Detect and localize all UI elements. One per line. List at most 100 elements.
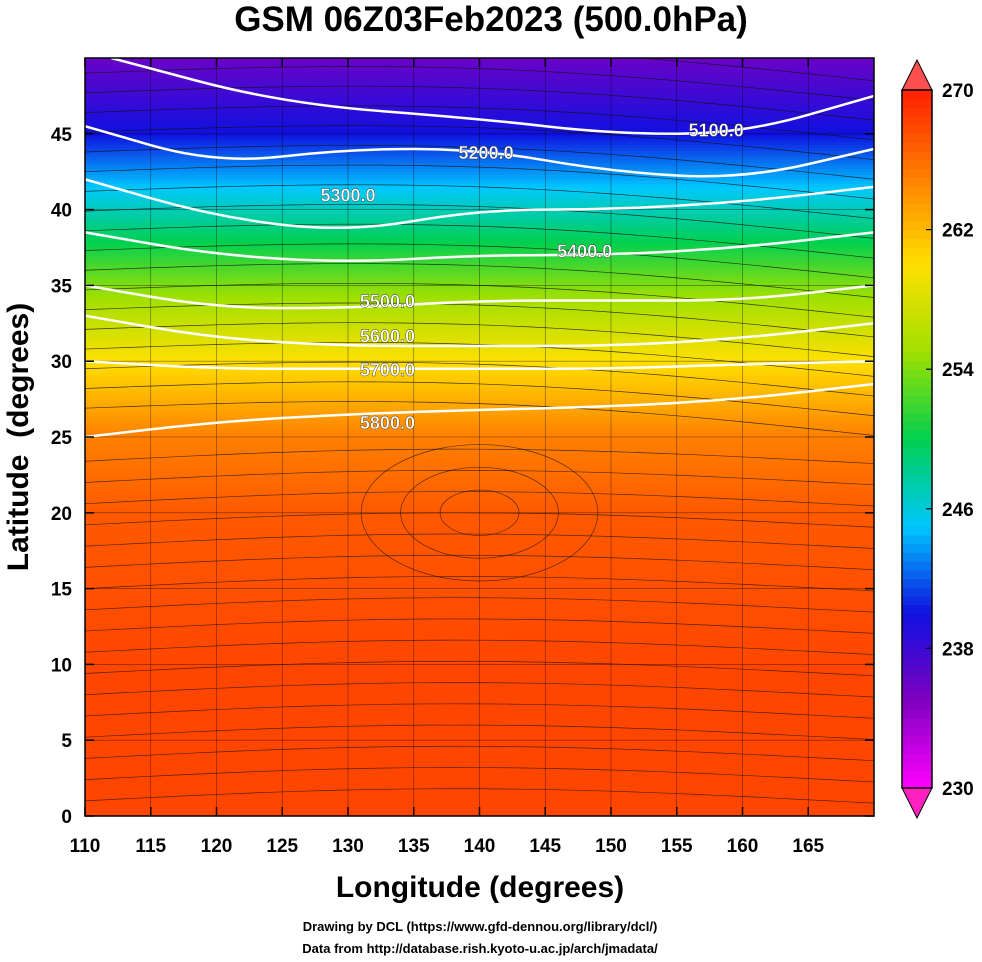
colorbar-segment [902,290,932,300]
contour-label: 5700.0 [360,360,415,380]
colorbar-segment [902,90,932,100]
colorbar-segment [902,360,932,370]
colorbar-segment [902,194,932,204]
colorbar-segment [902,604,932,614]
colorbar-segment [902,526,932,536]
colorbar-segment [902,491,932,501]
y-tick-label: 40 [51,201,72,222]
colorbar-extend-max [901,58,933,91]
x-tick-label: 140 [464,836,496,857]
chart-title: GSM 06Z03Feb2023 (500.0hPa) [234,0,748,39]
streamline-gyre [439,489,520,536]
streamline [85,512,874,528]
x-axis-label: Longitude (degrees) [336,871,624,904]
contour-line [85,178,874,230]
colorbar-segment [902,674,932,684]
colorbar-segment [902,534,932,545]
y-tick-label: 0 [61,807,72,828]
colorbar-segment [902,552,932,562]
colorbar-tick-label: 262 [942,221,974,242]
contour-label: 5600.0 [360,326,415,346]
x-tick-label: 155 [661,836,693,857]
streamline [85,282,874,318]
streamline-gyre [400,466,559,559]
contour-line [85,314,874,348]
colorbar-tick-label: 238 [942,639,974,660]
colorbar-segment [902,508,932,519]
contour-label: 5200.0 [459,143,514,163]
colorbar-segment [902,735,932,745]
credit-data: Data from http://database.rish.kyoto-u.a… [302,941,658,956]
colorbar-segment [902,517,932,527]
streamline [85,745,874,762]
streamline [85,263,874,298]
colorbar-segment [902,203,932,213]
y-tick-label: 15 [51,580,73,601]
x-tick-label: 135 [398,836,430,857]
colorbar-segment [902,718,932,728]
colorbar-extend-min [901,787,933,820]
y-axis-label: Latitude (degrees) [2,303,35,571]
streamline [85,322,874,358]
colorbar-segment [902,281,932,292]
colorbar-segment [902,185,932,196]
colorbar-segment [902,482,932,492]
colorbar-segment [902,430,932,440]
colorbar-segment [902,622,932,632]
colorbar-segment [902,779,932,789]
colorbar-segment [902,761,932,772]
streamline [85,618,874,634]
streamline [85,661,874,677]
colorbar-segment [902,543,932,553]
streamline [85,223,874,259]
streamline [85,724,874,740]
colorbar-segment [902,308,932,318]
streamline [85,361,874,397]
colorbar-segment [902,247,932,257]
colorbar-segment [902,98,932,108]
colorbar-segment [902,229,932,239]
y-tick-label: 35 [51,276,73,297]
colorbar-segment [902,569,932,580]
colorbar-segment [902,744,932,754]
colorbar-segment [902,238,932,248]
streamline [85,125,874,160]
axes: 110 115 120 125 130 135 140 145 150 155 160 1650510… [51,58,874,857]
contour-label: 5500.0 [360,292,415,312]
colorbar-tick-label: 254 [942,360,974,381]
colorbar-segment [902,351,932,361]
x-tick-label: 145 [529,836,561,857]
streamline [85,184,874,220]
colorbar-segment [902,578,932,588]
streamline [85,105,874,141]
x-tick-label: 130 [332,836,364,857]
colorbar-segment [902,395,932,405]
colorbar-segment [902,386,932,396]
colorbar-segment [902,273,932,283]
colorbar-segment [902,133,932,143]
colorbar-frame [901,89,933,789]
streamline [85,554,874,571]
colorbar-segment [902,412,932,423]
contour-line [85,382,874,439]
colorbar-segment [902,753,932,763]
contour-label: 5400.0 [557,242,612,262]
x-tick-label: 160 [727,836,759,857]
contour-line [85,284,874,310]
colorbar-segment [902,369,932,379]
colorbar-segment [902,692,932,702]
colorbar: 230 238 246 254 262 270 [901,58,974,820]
colorbar-segment [902,639,932,649]
colorbar-segment [902,465,932,475]
streamline [85,85,874,121]
colorbar-segment [902,500,932,510]
colorbar-segment [902,613,932,623]
colorbar-segment [902,700,932,710]
colorbar-segment [902,630,932,641]
y-tick-label: 20 [51,504,72,525]
streamline [85,470,874,486]
streamline [85,243,874,279]
streamline [85,597,874,613]
streamline [85,144,874,180]
